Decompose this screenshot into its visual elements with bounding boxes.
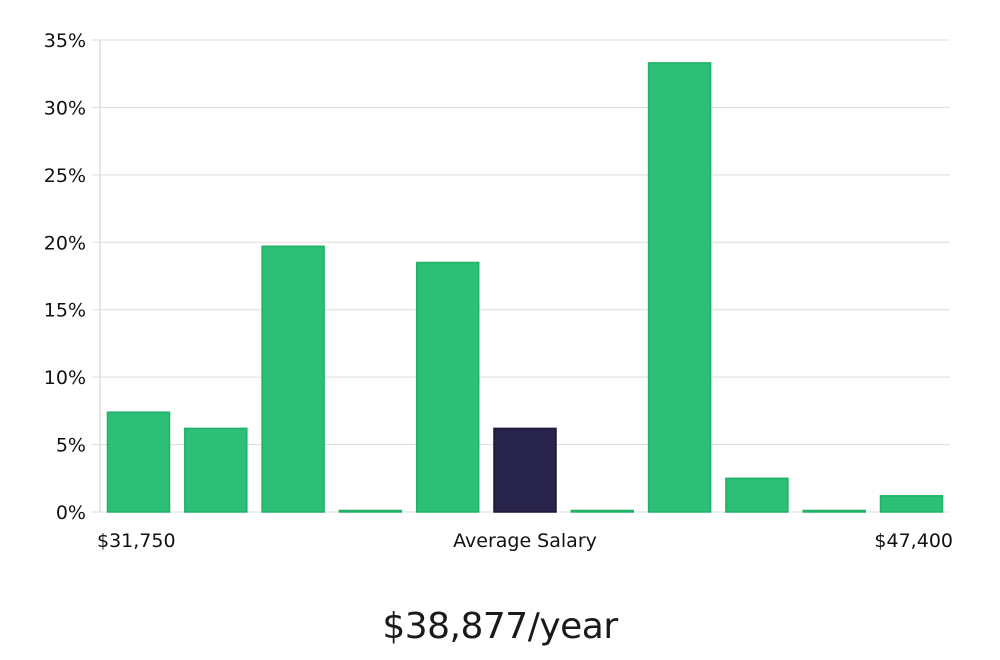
bar	[184, 427, 248, 513]
bar	[415, 261, 480, 513]
y-tick-label: 10%	[44, 367, 86, 389]
x-axis-labels: $31,750 Average Salary $47,400	[97, 530, 953, 552]
y-tick-label: 0%	[56, 502, 86, 524]
average-salary-value: $38,877/year	[382, 606, 618, 647]
x-axis-title: Average Salary	[453, 530, 597, 552]
y-tick-label: 25%	[44, 165, 86, 187]
bar-highlighted	[493, 427, 557, 513]
x-max-label: $47,400	[874, 530, 953, 552]
x-min-label: $31,750	[97, 530, 176, 552]
y-tick-label: 5%	[56, 435, 86, 457]
y-tick-label: 15%	[44, 300, 86, 322]
bar	[570, 509, 635, 513]
chart-svg: 0% 5% 10% 15% 20% 25% 30% 35% $31,750 Average S…	[44, 30, 953, 552]
y-tick-label: 20%	[44, 232, 86, 254]
bar	[338, 509, 403, 513]
y-tick-label: 30%	[44, 97, 86, 119]
bar	[261, 245, 325, 513]
bar	[802, 509, 866, 513]
bar	[725, 477, 789, 513]
bars	[106, 62, 944, 513]
bar	[879, 495, 944, 513]
bar	[647, 62, 712, 513]
y-tick-label: 35%	[44, 30, 86, 52]
bar	[106, 411, 171, 513]
y-axis-ticks: 0% 5% 10% 15% 20% 25% 30% 35%	[44, 30, 86, 524]
